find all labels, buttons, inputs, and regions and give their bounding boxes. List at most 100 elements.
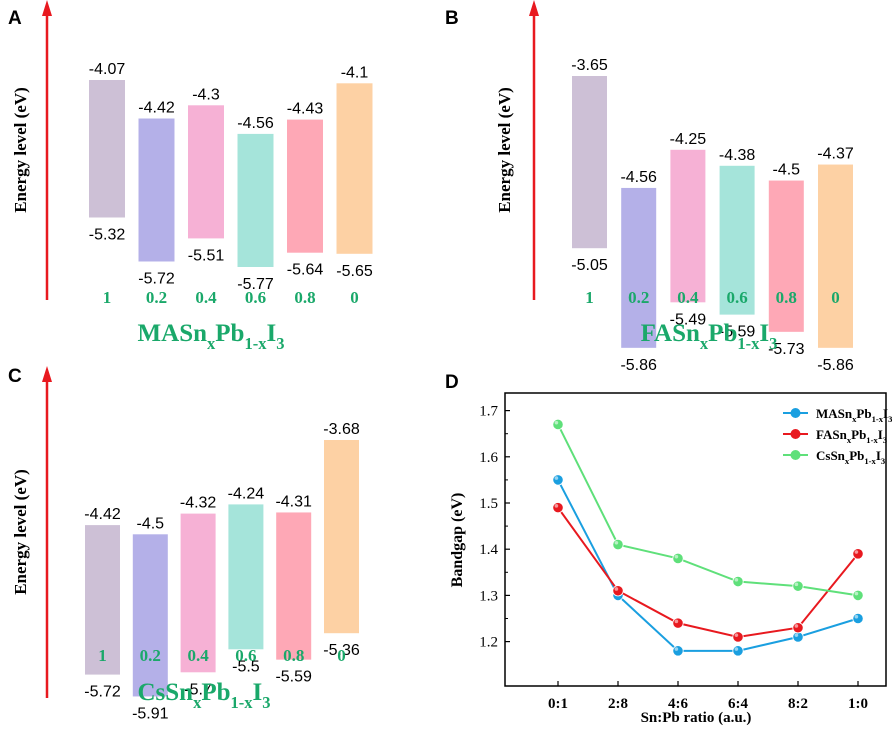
data-point <box>852 612 864 625</box>
y-axis-label: Energy level (eV) <box>11 469 30 595</box>
data-point <box>552 474 564 486</box>
data-point <box>732 645 744 657</box>
formula-subscript: x <box>852 414 857 424</box>
composition-label: 1 <box>585 288 594 307</box>
panel-label: C <box>8 366 22 387</box>
data-point <box>612 585 624 597</box>
bottom-value-label: -5.49 <box>670 311 707 328</box>
top-value-label: -4.5 <box>137 515 165 532</box>
top-value-label: -4.24 <box>228 485 265 502</box>
top-value-label: -3.68 <box>323 421 360 438</box>
energy-bar <box>336 83 373 254</box>
energy-bar <box>768 180 804 332</box>
formula-subscript: x <box>193 693 202 712</box>
bottom-value-label: -5.36 <box>323 642 360 659</box>
bottom-value-label: -5.65 <box>336 263 373 280</box>
top-value-label: -4.32 <box>180 495 217 512</box>
panel-c: C Energy level (eV) -4.42 -5.72 1 -4.5 -5.91 0.… <box>8 366 360 722</box>
data-point <box>672 552 684 565</box>
formula-subscript: 3 <box>881 456 885 466</box>
plot-frame <box>504 392 887 687</box>
y-tick-label: 1.2 <box>479 635 498 651</box>
composition-label: 0.6 <box>726 288 747 307</box>
panel-title: MASnxPb1-xI3 <box>138 320 285 353</box>
formula-end: I <box>266 320 276 347</box>
composition-label: 1 <box>103 288 112 307</box>
panel-label: A <box>8 8 22 29</box>
point-highlight <box>674 647 679 651</box>
formula-subscript: 1-x <box>244 334 267 353</box>
bottom-value-label: -5.59 <box>275 669 312 686</box>
panel-label: D <box>445 372 459 393</box>
formula-subscript: x <box>700 334 709 353</box>
energy-bar <box>621 187 657 348</box>
top-value-label: -4.56 <box>620 169 657 186</box>
point-highlight <box>614 540 619 545</box>
x-tick-label: 1:0 <box>848 696 868 712</box>
legend-marker <box>790 408 801 418</box>
point-highlight <box>794 582 799 587</box>
formula-subscript: 3 <box>769 334 777 353</box>
energy-bar <box>138 118 175 262</box>
point-highlight <box>674 619 679 624</box>
energy-bar <box>132 534 168 697</box>
composition-label: 0.6 <box>245 288 266 307</box>
legend-entry: FASnxPb1-xI3 <box>816 427 887 445</box>
y-tick-label: 1.7 <box>479 404 498 420</box>
formula-subscript: 1-x <box>737 334 760 353</box>
series-line <box>557 479 859 652</box>
point-highlight <box>854 614 859 619</box>
energy-bar <box>237 133 274 267</box>
energy-bar <box>287 119 323 253</box>
formula-end: I <box>253 679 263 706</box>
formula-subscript: 3 <box>888 414 892 424</box>
bottom-value-label: -5.91 <box>132 705 169 722</box>
top-value-label: -4.43 <box>287 101 324 118</box>
point-highlight <box>854 550 859 554</box>
series-line <box>557 507 859 638</box>
formula-subscript: x <box>845 456 850 466</box>
x-tick-label: 0:1 <box>548 696 568 712</box>
formula-subscript: 1-x <box>872 414 884 424</box>
formula-base: CsSn <box>816 448 846 463</box>
composition-label: 0 <box>337 646 346 665</box>
point-highlight <box>674 554 679 559</box>
point-highlight <box>854 591 859 596</box>
legend-entry: MASnxPb1-xI3 <box>816 406 892 424</box>
composition-label: 0.8 <box>776 288 797 307</box>
composition-label: 0.4 <box>187 646 209 665</box>
composition-label: 0.6 <box>235 646 256 665</box>
point-highlight <box>614 587 619 591</box>
formula-base: FASn <box>641 320 700 347</box>
formula-base: MASn <box>816 406 853 421</box>
formula-subscript: 1-x <box>231 693 254 712</box>
formula-end: I <box>878 427 883 442</box>
y-tick-label: 1.3 <box>479 588 498 604</box>
top-value-label: -4.56 <box>237 115 274 132</box>
data-point <box>732 575 744 588</box>
data-point <box>672 645 684 657</box>
panel-title: FASnxPb1-xI3 <box>641 320 778 353</box>
formula-end: I <box>759 320 769 347</box>
y-axis-label: Energy level (eV) <box>495 87 514 213</box>
panel-label: B <box>445 8 459 29</box>
data-point <box>552 502 564 514</box>
bottom-value-label: -5.7 <box>184 681 212 698</box>
bottom-value-label: -5.64 <box>287 262 324 279</box>
arrow-head <box>42 366 52 382</box>
bottom-value-label: -5.72 <box>138 271 175 288</box>
formula-mid: Pb <box>856 406 871 421</box>
composition-label: 0.8 <box>283 646 304 665</box>
y-tick-label: 1.5 <box>479 496 498 512</box>
top-value-label: -4.07 <box>89 61 126 78</box>
bottom-value-label: -5.51 <box>188 247 225 264</box>
top-value-label: -3.65 <box>571 57 608 74</box>
y-axis-label: Bandgap (eV) <box>449 493 466 588</box>
composition-label: 0.2 <box>146 288 167 307</box>
top-value-label: -4.1 <box>341 64 369 81</box>
formula-base: CsSn <box>137 679 193 706</box>
formula-end: I <box>883 406 888 421</box>
panel-d: D 1.2 1.3 1.4 1.5 1.6 1.7 0:1 2:8 4:6 6:4 8:2 1:0 Sn:… <box>445 372 892 726</box>
bottom-value-label: -5.86 <box>817 357 854 374</box>
